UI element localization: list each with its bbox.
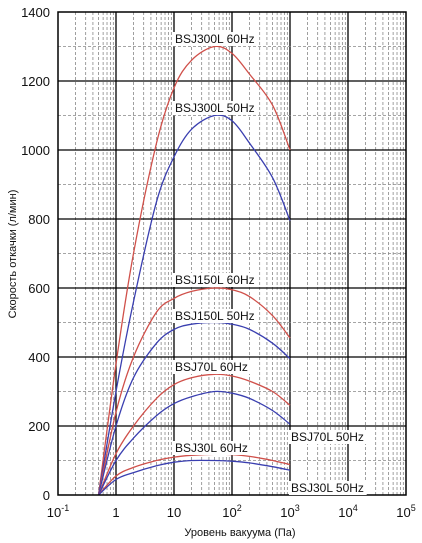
y-tick-label: 1200: [21, 74, 50, 89]
y-tick-label: 1000: [21, 143, 50, 158]
y-tick-label: 800: [28, 212, 50, 227]
x-tick-label: 105: [396, 503, 415, 520]
series-label: BSJ70L 60Hz: [175, 360, 248, 374]
series-lines: [97, 45, 291, 496]
series-label: BSJ30L 50Hz: [291, 481, 364, 495]
x-tick-label: 103: [280, 503, 299, 520]
x-axis-title: Уровень вакуума (Па): [184, 527, 295, 539]
y-tick-label: 200: [28, 419, 50, 434]
x-tick-label: 10-1: [47, 503, 69, 520]
y-tick-label: 1400: [21, 5, 50, 20]
y-tick-labels: 0 200 400 600 800 1000 1200 1400: [21, 5, 50, 503]
series-label-background: [289, 430, 367, 444]
series-label-background: [173, 309, 258, 323]
series-label-background: [173, 441, 251, 455]
x-tick-label: 104: [338, 503, 357, 520]
series-line: [98, 459, 291, 496]
series-line: [97, 390, 291, 496]
x-tick-label: 1: [112, 505, 119, 520]
series-label: BSJ150L 50Hz: [175, 309, 255, 323]
x-tick-labels: 10-1 1 10 102 103 104 105: [47, 503, 416, 520]
series-line: [97, 321, 291, 496]
series-label: BSJ300L 50Hz: [175, 101, 255, 115]
y-axis-title: Скорость откачки (л/мин): [7, 190, 19, 319]
series-label: BSJ30L 60Hz: [175, 441, 248, 455]
series-label-background: [173, 101, 258, 115]
series-label-background: [173, 32, 258, 46]
series-line: [98, 453, 291, 496]
y-tick-label: 0: [43, 488, 50, 503]
plot-frame: [57, 11, 407, 496]
y-tick-label: 400: [28, 350, 50, 365]
series-line: [97, 373, 291, 496]
y-tick-label: 600: [28, 281, 50, 296]
series-line: [97, 114, 291, 496]
series-label-background: [289, 481, 367, 495]
series-label-background: [173, 360, 251, 374]
x-tick-label: 10: [167, 505, 181, 520]
series-line: [97, 287, 291, 496]
series-labels: BSJ300L 60Hz BSJ300L 50Hz BSJ150L 60Hz BSJ1…: [173, 32, 367, 495]
series-label: BSJ300L 60Hz: [175, 32, 255, 46]
x-tick-label: 102: [222, 503, 241, 520]
series-label-background: [173, 273, 258, 287]
series-label: BSJ150L 60Hz: [175, 273, 255, 287]
series-label: BSJ70L 50Hz: [291, 430, 364, 444]
series-line: [97, 45, 291, 496]
